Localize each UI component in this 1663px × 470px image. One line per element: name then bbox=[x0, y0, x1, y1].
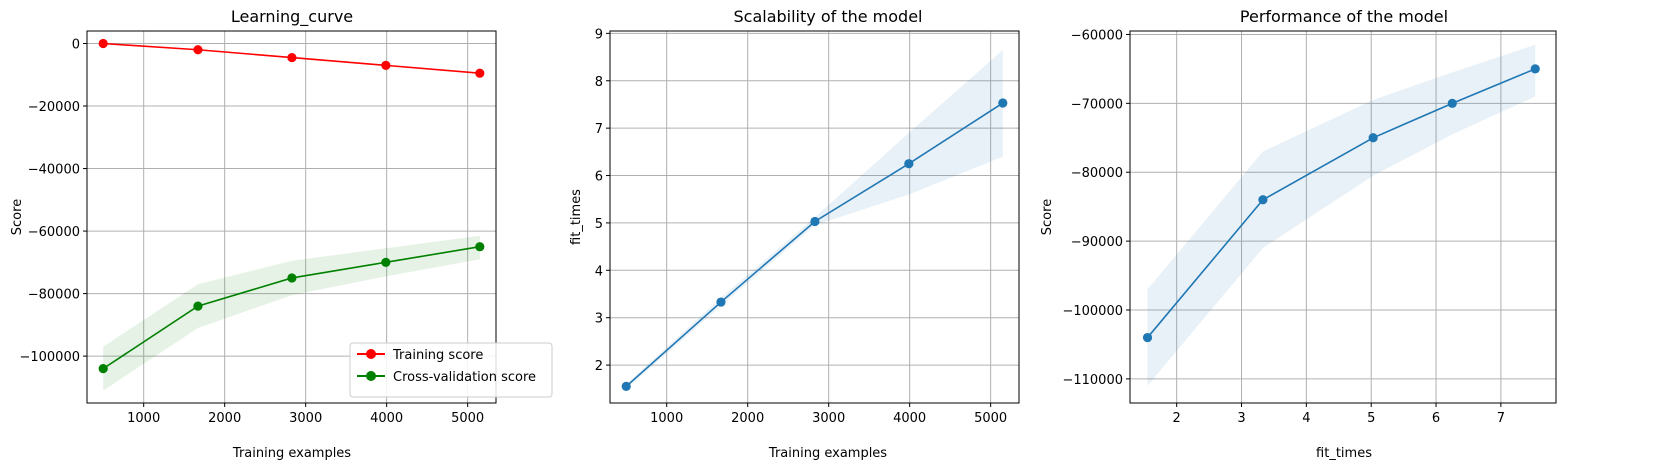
learning-curve-series-1-point bbox=[193, 301, 203, 311]
performance-x-ticks: 2 3 4 5 6 7 bbox=[1173, 403, 1505, 426]
performance-y-tick-label: −90000 bbox=[1071, 235, 1123, 250]
legend-cv-marker bbox=[366, 371, 376, 381]
learning-curve-y-ticks: 0 −20000 −40000 −60000 −80000 −100000 bbox=[19, 38, 87, 365]
scalability-panel: Scalability of the model 1000 2000 3000 400… bbox=[569, 7, 1020, 461]
scalability-x-label: Training examples bbox=[768, 446, 887, 461]
learning-curve-series-1-band bbox=[103, 235, 480, 391]
scalability-x-tick-label: 4000 bbox=[893, 411, 926, 426]
performance-x-tick-label: 3 bbox=[1237, 411, 1245, 426]
performance-series-0-point bbox=[1258, 195, 1268, 205]
performance-frame bbox=[1129, 30, 1557, 404]
scalability-frame bbox=[609, 30, 1020, 404]
scalability-series-0-point bbox=[810, 216, 820, 227]
scalability-x-tick-label: 5000 bbox=[974, 411, 1007, 426]
scalability-y-tick-label: 3 bbox=[595, 312, 603, 327]
learning-curve-series-1-point bbox=[287, 273, 297, 283]
performance-panel: Performance of the model 2 3 4 5 6 7 −60000 −7… bbox=[1040, 7, 1557, 461]
learning-curve-x-tick-label: 5000 bbox=[451, 411, 484, 426]
learning-curve-x-tick-label: 4000 bbox=[370, 411, 403, 426]
learning-curve-frame bbox=[86, 30, 497, 404]
learning-curve-series-1-point bbox=[98, 364, 108, 374]
learning-curve-x-tick-label: 3000 bbox=[289, 411, 322, 426]
performance-bands bbox=[1147, 44, 1536, 386]
learning-curve-series-1-point bbox=[381, 257, 391, 267]
performance-x-tick-label: 7 bbox=[1497, 411, 1505, 426]
learning-curve-series-0-point bbox=[287, 52, 297, 63]
learning-curve-y-tick-label: −40000 bbox=[28, 163, 80, 178]
scalability-y-tick-label: 8 bbox=[595, 75, 603, 90]
learning-curve-x-label: Training examples bbox=[232, 446, 351, 461]
scalability-y-tick-label: 9 bbox=[595, 27, 603, 42]
performance-y-tick-label: −80000 bbox=[1071, 166, 1123, 181]
scalability-series-0-point bbox=[904, 159, 914, 169]
learning-curve-x-tick-label: 2000 bbox=[208, 411, 241, 426]
performance-y-tick-label: −60000 bbox=[1071, 28, 1123, 43]
scalability-title: Scalability of the model bbox=[734, 7, 923, 26]
learning-curve-grid bbox=[87, 31, 496, 403]
legend-box bbox=[349, 342, 553, 398]
performance-title: Performance of the model bbox=[1240, 7, 1448, 26]
learning-curve-x-ticks: 1000 2000 3000 4000 5000 bbox=[127, 403, 484, 426]
learning-curve-y-label: Score bbox=[10, 199, 25, 235]
scalability-y-tick-label: 2 bbox=[595, 359, 603, 374]
scalability-x-tick-label: 3000 bbox=[812, 411, 845, 426]
legend-training-marker bbox=[366, 349, 376, 359]
scalability-x-tick-label: 1000 bbox=[650, 411, 683, 426]
scalability-y-ticks: 2 3 4 5 6 7 8 9 bbox=[595, 27, 610, 374]
performance-x-label: fit_times bbox=[1316, 446, 1372, 461]
performance-y-ticks: −60000 −70000 −80000 −90000 −100000 −110000 bbox=[1062, 28, 1130, 388]
performance-x-tick-label: 6 bbox=[1432, 411, 1440, 426]
learning-curve-legend: Training score Cross-validation score bbox=[349, 342, 553, 398]
learning-curve-title: Learning_curve bbox=[231, 7, 353, 27]
scalability-points bbox=[621, 98, 1008, 392]
learning-curve-series-0-point bbox=[98, 38, 108, 49]
performance-series-0-point bbox=[1530, 64, 1540, 74]
performance-y-tick-label: −110000 bbox=[1062, 373, 1123, 388]
performance-grid bbox=[1130, 31, 1556, 403]
scalability-y-tick-label: 7 bbox=[595, 122, 603, 137]
performance-series-0-band bbox=[1147, 44, 1536, 386]
performance-y-label: Score bbox=[1040, 199, 1055, 235]
learning-curve-y-tick-label: −20000 bbox=[28, 100, 80, 115]
performance-y-tick-label: −100000 bbox=[1062, 304, 1123, 319]
legend-training-label: Training score bbox=[392, 348, 483, 363]
performance-series-0-point bbox=[1368, 133, 1378, 143]
scalability-series-0-point bbox=[621, 381, 631, 392]
performance-points bbox=[1142, 64, 1540, 343]
learning-curve-series-0-point bbox=[193, 45, 203, 55]
learning-curve-y-tick-label: −80000 bbox=[28, 288, 80, 303]
learning-curve-bands bbox=[103, 43, 480, 391]
scalability-y-tick-label: 5 bbox=[595, 217, 603, 232]
performance-series-0-point bbox=[1447, 98, 1457, 108]
scalability-x-tick-label: 2000 bbox=[731, 411, 764, 426]
scalability-series-0-point bbox=[998, 98, 1008, 108]
learning-curve-series-0-point bbox=[475, 68, 485, 78]
learning-curve-y-tick-label: −100000 bbox=[19, 350, 80, 365]
scalability-series-0-point bbox=[716, 297, 726, 307]
scalability-y-tick-label: 4 bbox=[595, 264, 603, 279]
learning-curve-series-1-point bbox=[475, 242, 485, 252]
scalability-x-ticks: 1000 2000 3000 4000 5000 bbox=[650, 403, 1007, 426]
learning-curve-y-tick-label: −60000 bbox=[28, 225, 80, 240]
scalability-y-label: fit_times bbox=[569, 189, 584, 245]
scalability-y-tick-label: 6 bbox=[595, 170, 603, 185]
performance-x-tick-label: 4 bbox=[1302, 411, 1310, 426]
learning-curve-y-tick-label: 0 bbox=[72, 38, 80, 53]
learning-curve-points bbox=[98, 38, 485, 374]
performance-x-tick-label: 5 bbox=[1367, 411, 1375, 426]
performance-y-tick-label: −70000 bbox=[1071, 97, 1123, 112]
learning-curve-x-tick-label: 1000 bbox=[127, 411, 160, 426]
learning-curve-series-0-point bbox=[381, 60, 391, 70]
performance-series-0-point bbox=[1142, 332, 1153, 343]
legend-cv-label: Cross-validation score bbox=[393, 370, 536, 385]
learning-curve-panel: Learning_curve 1000 2000 3000 4000 5000 0 −20… bbox=[10, 7, 553, 461]
performance-x-tick-label: 2 bbox=[1173, 411, 1181, 426]
